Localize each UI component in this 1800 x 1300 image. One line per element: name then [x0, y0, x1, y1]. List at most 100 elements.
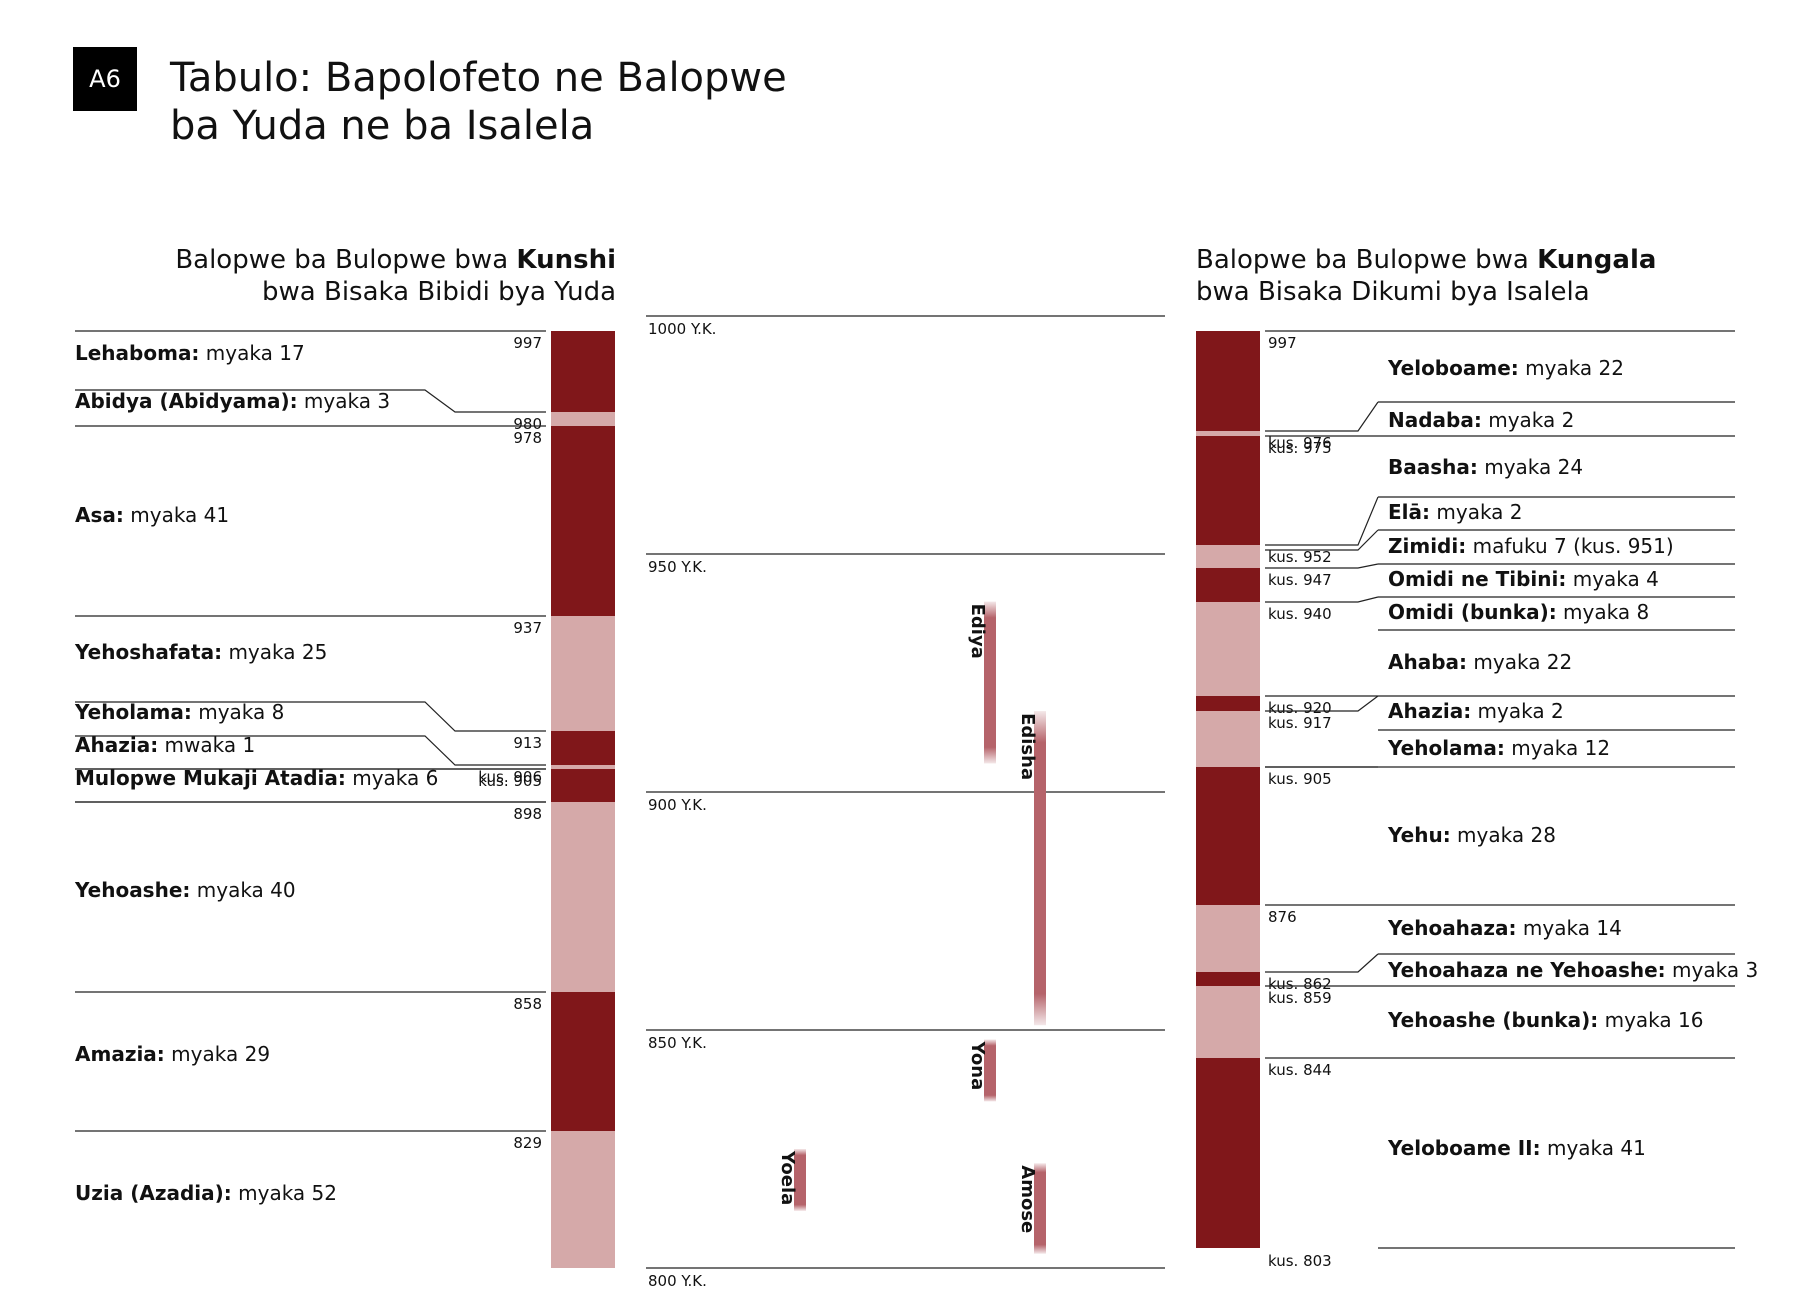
prophet-name: Yoela — [777, 1150, 798, 1205]
israel-king-row: Ahaba: myaka 22 kus. 920 — [1265, 650, 1572, 717]
timeline-tick-label: 900 Y.K. — [648, 796, 707, 814]
israel-king-name: Omidi (bunka): — [1388, 600, 1557, 624]
israel-start-year: kus. 947 — [1268, 571, 1332, 589]
judah-king-label: Yeholama: myaka 8 — [74, 700, 284, 724]
judah-king-row: Ahazia: mwaka 1 kus. 906 — [75, 733, 615, 786]
israel-start-year: kus. 859 — [1268, 989, 1332, 1007]
judah-king-row: Abidya (Abidyama): myaka 3 980 — [75, 389, 615, 433]
prophet-span-bar — [984, 1039, 996, 1102]
page-title: Tabulo: Bapolofeto ne Balopwe ba Yuda ne… — [170, 54, 787, 150]
judah-king-reign: mwaka 1 — [158, 733, 255, 757]
timeline-tick-label: 850 Y.K. — [648, 1034, 707, 1052]
judah-heading: Balopwe ba Bulopwe bwa Kunshi bwa Bisaka… — [175, 244, 616, 308]
israel-end-year: kus. 803 — [1268, 1252, 1332, 1270]
israel-king-reign: myaka 2 — [1471, 699, 1564, 723]
israel-reign-bar — [1196, 331, 1260, 431]
judah-king-name: Asa: — [75, 503, 124, 527]
judah-king-label: Uzia (Azadia): myaka 52 — [75, 1181, 337, 1205]
judah-king-reign: myaka 6 — [346, 766, 439, 790]
judah-king-name: Uzia (Azadia): — [75, 1181, 232, 1205]
judah-king-name: Amazia: — [75, 1042, 165, 1066]
judah-reign-bar — [551, 426, 615, 616]
israel-king-row: Elā: myaka 2 kus. 952 — [1265, 496, 1523, 566]
israel-start-year: kus. 862 — [1268, 975, 1332, 993]
prophet-span-bar — [1034, 1163, 1046, 1254]
timeline-tick: 900 Y.K. — [646, 791, 1165, 814]
prophet-entry: Edisha — [1017, 711, 1046, 1026]
israel-connector-line — [1265, 563, 1379, 569]
judah-heading-line-1: Balopwe ba Bulopwe bwa Kunshi — [175, 245, 616, 275]
israel-reign-bar — [1196, 711, 1260, 767]
page-title-line-2: ba Yuda ne ba Isalela — [170, 103, 595, 149]
judah-start-year: 937 — [513, 619, 542, 637]
israel-king-reign: myaka 28 — [1451, 823, 1556, 847]
israel-reign-bar — [1196, 545, 1260, 568]
israel-king-name: Yehoahaza ne Yehoashe: — [1387, 958, 1666, 982]
israel-reign-bar — [1196, 602, 1260, 696]
timeline-tick: 1000 Y.K. — [646, 315, 1165, 338]
israel-king-name: Yehu: — [1387, 823, 1451, 847]
judah-king-row: Yeholama: myaka 8 913 — [74, 700, 615, 765]
israel-start-year: 876 — [1268, 908, 1297, 926]
israel-king-reign: myaka 22 — [1467, 650, 1572, 674]
israel-king-label: Zimidi: mafuku 7 (kus. 951) — [1388, 534, 1674, 558]
israel-reign-bar — [1196, 972, 1260, 986]
judah-king-label: Lehaboma: myaka 17 — [75, 341, 305, 365]
judah-king-label: Abidya (Abidyama): myaka 3 — [75, 389, 390, 413]
israel-connector-line — [1265, 596, 1379, 603]
judah-reign-bar — [551, 616, 615, 731]
israel-king-name: Zimidi: — [1388, 534, 1466, 558]
judah-heading-line-2: bwa Bisaka Bibidi bya Yuda — [262, 277, 616, 307]
judah-king-name: Ahazia: — [75, 733, 158, 757]
israel-connector-line — [1265, 953, 1379, 973]
prophet-entry: Yoela — [777, 1149, 806, 1211]
judah-king-row: Lehaboma: myaka 17 997 — [75, 330, 615, 412]
israel-start-year: kus. 917 — [1268, 714, 1332, 732]
judah-reign-bar — [551, 765, 615, 769]
israel-king-name: Ahaba: — [1388, 650, 1467, 674]
judah-reign-bar — [551, 992, 615, 1131]
israel-king-row: Yehoashe (bunka): myaka 16 kus. 859 — [1265, 985, 1703, 1032]
judah-reign-bar — [551, 1131, 615, 1268]
prophet-span-bar — [794, 1149, 806, 1211]
israel-king-label: Yehoahaza ne Yehoashe: myaka 3 — [1387, 958, 1758, 982]
judah-start-year: 978 — [513, 429, 542, 447]
judah-start-year: 980 — [513, 415, 542, 433]
israel-king-reign: myaka 2 — [1430, 500, 1523, 524]
judah-king-reign: myaka 41 — [124, 503, 229, 527]
israel-start-year: kus. 940 — [1268, 605, 1332, 623]
prophet-entry: Yona — [967, 1039, 996, 1102]
israel-king-reign: myaka 16 — [1598, 1008, 1703, 1032]
judah-king-reign: myaka 8 — [192, 700, 285, 724]
israel-king-reign: myaka 4 — [1566, 567, 1659, 591]
judah-reign-bar — [551, 731, 615, 765]
israel-king-name: Yeloboame II: — [1387, 1136, 1541, 1160]
judah-king-row: Mulopwe Mukaji Atadia: myaka 6 kus. 905 — [75, 766, 615, 802]
prophet-entry: Amose — [1017, 1163, 1046, 1254]
section-badge: A6 — [73, 47, 137, 111]
israel-reign-bar — [1196, 986, 1260, 1058]
israel-king-reign: myaka 22 — [1519, 356, 1624, 380]
israel-start-year: kus. 920 — [1268, 699, 1332, 717]
israel-king-label: Yeloboame II: myaka 41 — [1387, 1136, 1646, 1160]
israel-king-label: Ahazia: myaka 2 — [1388, 699, 1564, 723]
israel-reign-bar — [1196, 431, 1260, 436]
israel-reign-bar — [1196, 436, 1260, 545]
israel-king-reign: myaka 24 — [1478, 455, 1583, 479]
israel-reign-bar — [1196, 767, 1260, 905]
israel-connector-line — [1265, 496, 1379, 546]
israel-king-reign: myaka 2 — [1482, 408, 1575, 432]
israel-king-row: Yeloboame II: myaka 41 kus. 844 — [1265, 1057, 1646, 1160]
judah-king-label: Mulopwe Mukaji Atadia: myaka 6 — [75, 766, 438, 790]
israel-king-row: Yeloboame: myaka 22 997 — [1265, 330, 1624, 380]
israel-start-year: kus. 844 — [1268, 1061, 1332, 1079]
israel-king-row: Yehu: myaka 28 kus. 905 — [1265, 766, 1556, 847]
judah-king-reign: myaka 52 — [232, 1181, 337, 1205]
israel-start-year: kus. 976 — [1268, 434, 1332, 452]
prophet-name: Ediya — [967, 604, 988, 659]
judah-king-reign: myaka 25 — [222, 640, 327, 664]
judah-king-label: Amazia: myaka 29 — [75, 1042, 270, 1066]
israel-king-reign: myaka 12 — [1505, 736, 1610, 760]
judah-divider-line — [75, 389, 546, 413]
judah-column: Lehaboma: myaka 17 997 Abidya (Abidyama): … — [74, 330, 615, 1268]
